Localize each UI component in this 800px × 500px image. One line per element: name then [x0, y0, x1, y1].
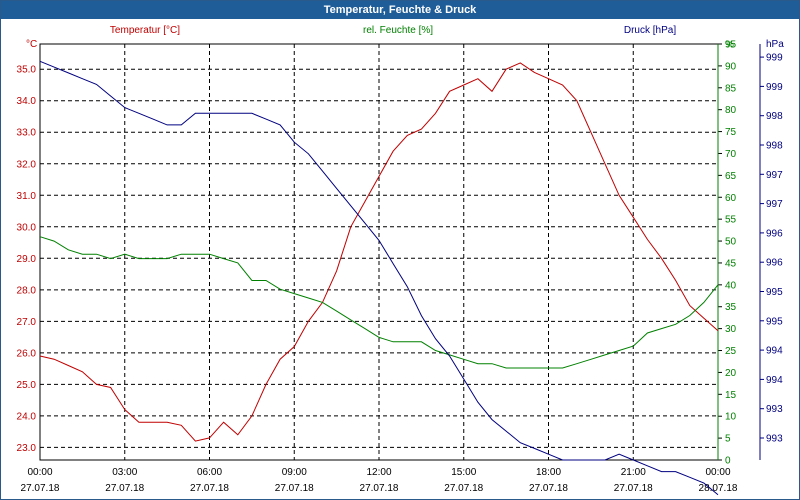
x-date-label: 27.07.18	[444, 483, 483, 494]
right2-tick-label: 994	[766, 375, 783, 386]
right1-tick-label: 5	[725, 434, 731, 445]
right2-tick-label: 999	[766, 82, 783, 93]
right2-axis-unit: hPa	[766, 39, 784, 50]
right1-tick-label: 15	[725, 390, 737, 401]
right1-tick-label: 95	[725, 40, 737, 51]
left-tick-label: 35.0	[17, 65, 37, 76]
right1-tick-label: 60	[725, 193, 737, 204]
left-tick-label: 31.0	[17, 191, 37, 202]
x-tick-label: 18:00	[536, 467, 561, 478]
series-line	[39, 60, 719, 496]
x-tick-label: 12:00	[366, 467, 391, 478]
x-date-label: 27.07.18	[614, 483, 653, 494]
series-line	[39, 236, 719, 369]
x-tick-label: 00:00	[705, 467, 730, 478]
series-label: Temperatur [°C]	[110, 25, 180, 36]
left-tick-label: 34.0	[17, 96, 37, 107]
left-tick-label: 33.0	[17, 128, 37, 139]
right1-tick-label: 50	[725, 237, 737, 248]
right2-tick-label: 995	[766, 316, 783, 327]
right1-tick-label: 85	[725, 83, 737, 94]
left-tick-label: 25.0	[17, 380, 37, 391]
right1-tick-label: 20	[725, 368, 737, 379]
right2-tick-label: 997	[766, 170, 783, 181]
right1-tick-label: 45	[725, 258, 737, 269]
right2-tick-label: 996	[766, 258, 783, 269]
right2-tick-label: 997	[766, 199, 783, 210]
left-tick-label: 30.0	[17, 222, 37, 233]
right1-tick-label: %	[725, 40, 734, 51]
right2-tick-label: 998	[766, 141, 783, 152]
x-date-label: 27.07.18	[529, 483, 568, 494]
x-date-label: 27.07.18	[275, 483, 314, 494]
right1-tick-label: 0	[725, 456, 731, 467]
x-tick-label: 15:00	[451, 467, 476, 478]
right2-tick-label: 999	[766, 53, 783, 64]
left-tick-label: 28.0	[17, 285, 37, 296]
right1-tick-label: 10	[725, 412, 737, 423]
right1-tick-label: 30	[725, 324, 737, 335]
right1-tick-label: 55	[725, 215, 737, 226]
right1-tick-label: 40	[725, 280, 737, 291]
left-tick-label: 27.0	[17, 317, 37, 328]
right1-tick-label: 70	[725, 149, 737, 160]
right2-tick-label: 993	[766, 404, 783, 415]
series-label: rel. Feuchte [%]	[363, 25, 433, 36]
chart-title: Temperatur, Feuchte & Druck	[1, 1, 799, 19]
left-tick-label: 24.0	[17, 411, 37, 422]
x-date-label: 27.07.18	[360, 483, 399, 494]
right1-tick-label: 25	[725, 346, 737, 357]
series-line	[39, 62, 719, 442]
x-tick-label: 09:00	[282, 467, 307, 478]
left-tick-label: 32.0	[17, 159, 37, 170]
right2-tick-label: 994	[766, 346, 783, 357]
right2-tick-label: 993	[766, 434, 783, 445]
right2-tick-label: 995	[766, 287, 783, 298]
x-date-label: 27.07.18	[105, 483, 144, 494]
x-date-label: 27.07.18	[21, 483, 60, 494]
x-tick-label: 06:00	[197, 467, 222, 478]
left-tick-label: 26.0	[17, 348, 37, 359]
left-tick-label: 23.0	[17, 443, 37, 454]
right2-tick-label: 998	[766, 111, 783, 122]
right2-tick-label: 996	[766, 228, 783, 239]
right1-tick-label: 75	[725, 127, 737, 138]
x-date-label: 28.07.18	[699, 483, 738, 494]
right1-tick-label: 80	[725, 105, 737, 116]
right1-tick-label: 90	[725, 61, 737, 72]
x-tick-label: 00:00	[27, 467, 52, 478]
x-date-label: 27.07.18	[190, 483, 229, 494]
right1-tick-label: 65	[725, 171, 737, 182]
series-label: Druck [hPa]	[624, 25, 676, 36]
right1-tick-label: 35	[725, 302, 737, 313]
left-axis-unit: °C	[26, 39, 37, 50]
x-tick-label: 21:00	[621, 467, 646, 478]
left-tick-label: 29.0	[17, 254, 37, 265]
x-tick-label: 03:00	[112, 467, 137, 478]
